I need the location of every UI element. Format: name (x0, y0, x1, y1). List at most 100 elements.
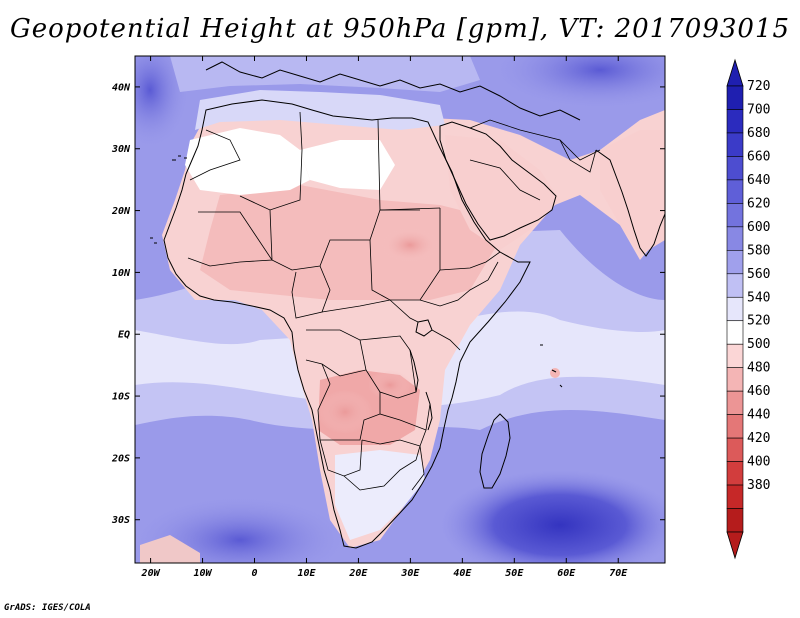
border-central (321, 299, 419, 323)
plot-frame (134, 55, 666, 564)
map-title: Geopotential Height at 950hPa [gpm], VT:… (9, 14, 791, 44)
border-ethiopia (439, 251, 501, 271)
colorbar-swatch (726, 226, 744, 251)
india-warm (600, 130, 665, 255)
colorbar-swatch (726, 179, 744, 204)
colorbar-swatch (726, 390, 744, 415)
lake-tanganyika (409, 349, 419, 393)
border-south-africa (343, 439, 421, 491)
colorbar-label: 480 (747, 361, 770, 376)
lon-tick-label: 10W (194, 568, 213, 579)
colorbar-swatch (726, 203, 744, 228)
border-zambia (379, 403, 431, 431)
angola-hotspot (317, 390, 373, 434)
africa-coastline (163, 99, 531, 549)
colorbar-label: 680 (747, 126, 770, 141)
colorbar-swatch (726, 484, 744, 509)
colorbar-label: 520 (747, 314, 770, 329)
lake-malawi (425, 391, 433, 431)
colorbar-label: 420 (747, 431, 770, 446)
lon-tick-label: 50E (505, 568, 524, 579)
colorbar-label: 640 (747, 173, 770, 188)
lat-tick-label: 10S (112, 392, 130, 403)
colorbar-label: 660 (747, 149, 770, 164)
border-morocco (189, 129, 241, 181)
far-south-atlantic-strip (140, 535, 200, 563)
sahara-cool-zone (185, 128, 310, 195)
border-sahel (187, 211, 273, 267)
lon-tick-label: 20E (348, 568, 368, 579)
mediterranean-cool (195, 90, 445, 130)
colorbar-label: 440 (747, 408, 770, 423)
southern-low-west (135, 495, 350, 563)
libya-cool-zone (300, 140, 395, 190)
lon-tick-label: 70E (609, 568, 628, 579)
colorbar-label: 560 (747, 267, 770, 282)
lat-tick-label: 20N (111, 206, 131, 217)
colorbar-min-arrow (726, 531, 744, 560)
tanzania-hotspot (368, 370, 412, 400)
seychelles-mascarene (540, 344, 563, 388)
border-angola (317, 363, 381, 441)
axis-ticks: 20W 10W 0 10E 20E 30E 40E 50E 60E 70E 40N 30N 20N 10N… (111, 56, 665, 579)
colorbar-swatch (726, 414, 744, 439)
sudan-hotspot (380, 227, 440, 263)
lon-tick-label: 10E (297, 568, 316, 579)
colorbar-swatch (726, 85, 744, 110)
colorbar-swatch (726, 156, 744, 181)
arabia-coastline (439, 121, 557, 241)
colorbar-swatch (726, 320, 744, 345)
madagascar-coastline (479, 413, 511, 489)
border-kenya-tanzania (431, 329, 461, 351)
colorbar-swatch (726, 461, 744, 486)
lon-tick-label: 0 (251, 568, 257, 579)
colorbar-swatch (726, 367, 744, 392)
border-arabia (469, 159, 541, 201)
colorbar-swatch (726, 250, 744, 275)
border-chad-sudan (369, 208, 441, 301)
colorbar-label: 500 (747, 337, 770, 352)
colorbar-swatch (726, 343, 744, 368)
lat-tick-label: 30S (111, 515, 130, 526)
colorbar-label: 400 (747, 455, 770, 470)
border-iran-pakistan (559, 139, 597, 173)
lat-tick-label: 10N (112, 268, 131, 279)
canary-islands (172, 155, 187, 161)
madagascar-east-spot (550, 368, 560, 378)
border-nigeria (291, 265, 331, 319)
colorbar-label: 620 (747, 196, 770, 211)
border-east-africa (419, 261, 499, 307)
colorbar-label: 580 (747, 243, 770, 258)
europe-coastline (205, 61, 581, 121)
colorbar-label: 720 (747, 79, 770, 94)
lat-tick-label: EQ (118, 330, 130, 341)
coastlines (150, 61, 665, 549)
southern-africa-cool (335, 450, 425, 540)
colorbar-swatch (726, 109, 744, 134)
colorbar-swatch (726, 132, 744, 157)
atlantic-low (135, 56, 190, 150)
border-middle-east (469, 119, 601, 161)
northern-low (490, 56, 665, 110)
colorbar-label: 600 (747, 220, 770, 235)
colorbar-label: 700 (747, 102, 770, 117)
border-mozambique (411, 429, 427, 491)
lat-tick-label: 20S (111, 453, 130, 464)
colorbar: 720 700 680 660 640 620 600 580 560 540 520 500 480 4… (726, 58, 770, 560)
border-egypt-sudan (379, 207, 441, 211)
lon-tick-label: 20W (141, 568, 161, 579)
colorbar-swatch (726, 273, 744, 298)
country-borders (187, 111, 601, 491)
lon-tick-label: 40E (453, 568, 472, 579)
lon-tick-label: 60E (557, 568, 576, 579)
lat-tick-label: 30N (111, 144, 131, 155)
india-coastline (595, 149, 665, 257)
grads-credit: GrADS: IGES/COLA (4, 603, 91, 613)
colorbar-swatch (726, 437, 744, 462)
colorbar-label: 460 (747, 384, 770, 399)
sahel-warm-zone (200, 185, 500, 300)
colorbar-label: 380 (747, 478, 770, 493)
colorbar-swatch (726, 508, 744, 533)
lon-tick-label: 30E (400, 568, 420, 579)
